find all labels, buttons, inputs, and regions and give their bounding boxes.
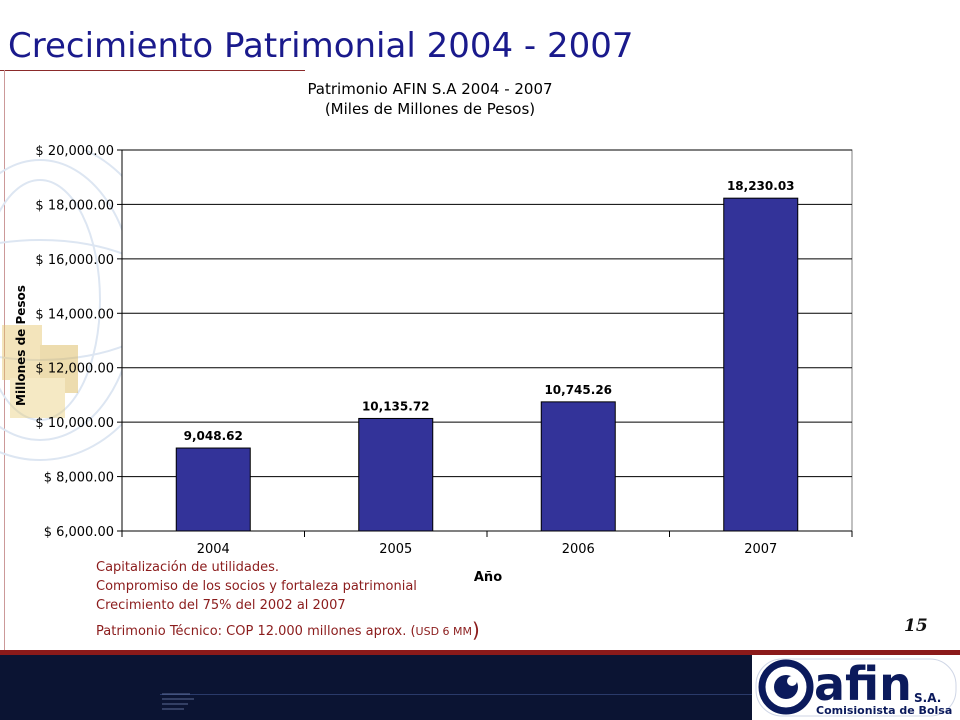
y-axis-label: Millones de Pesos (14, 285, 28, 406)
note-capitalizacion: Capitalización de utilidades. (96, 560, 279, 575)
x-tick-label-2007: 2007 (744, 542, 777, 557)
note-patrimonio-tecnico: Patrimonio Técnico: COP 12.000 millones … (96, 618, 480, 642)
note-compromiso: Compromiso de los socios y fortaleza pat… (96, 579, 417, 594)
afin-logo-tagline: Comisionista de Bolsa (816, 704, 952, 717)
bar-2005 (358, 417, 434, 532)
data-label-2007: 18,230.03 (727, 179, 795, 193)
afin-logo-suffix: S.A. (914, 691, 941, 705)
y-tick-label: $ 16,000.00 (35, 253, 114, 268)
bar-2006 (540, 401, 616, 532)
x-tick-label-2004: 2004 (197, 542, 230, 557)
bar-chart: Patrimonio AFIN S.A 2004 - 2007 (Miles de… (14, 80, 853, 585)
y-tick-label: $ 10,000.00 (35, 416, 114, 431)
footer-fine-print-decoration (162, 693, 194, 710)
note-close-paren: ) (472, 618, 480, 642)
y-tick-label: $ 6,000.00 (44, 525, 114, 540)
data-label-2005: 10,135.72 (362, 399, 430, 413)
chart-subtitle: (Miles de Millones de Pesos) (325, 100, 535, 118)
notes-block: Capitalización de utilidades. Compromiso… (96, 558, 480, 641)
x-axis-label: Año (474, 570, 502, 585)
y-tick-label: $ 20,000.00 (35, 144, 114, 159)
y-tick-label: $ 18,000.00 (35, 198, 114, 213)
footer-accent-bar (0, 650, 960, 655)
note-crecimiento: Crecimiento del 75% del 2002 al 2007 (96, 598, 346, 613)
footer-divider-line (160, 694, 960, 695)
background-globe-decoration (0, 150, 171, 461)
page-number: 15 (904, 616, 928, 636)
y-tick-label: $ 14,000.00 (35, 307, 114, 322)
x-tick-label-2006: 2006 (562, 542, 595, 557)
data-label-2004: 9,048.62 (184, 429, 243, 443)
bar-2004 (175, 447, 251, 532)
slide-title: Crecimiento Patrimonial 2004 - 2007 (8, 26, 634, 66)
bar-2007 (723, 197, 799, 532)
x-tick-label-2005: 2005 (379, 542, 412, 557)
data-label-2006: 10,745.26 (544, 383, 612, 397)
left-border-line (4, 70, 5, 650)
title-underline (0, 70, 305, 71)
y-tick-label: $ 12,000.00 (35, 362, 114, 377)
chart-title: Patrimonio AFIN S.A 2004 - 2007 (307, 80, 552, 98)
afin-logo-brand: afin (814, 657, 912, 711)
note-patrimonio-tecnico-main: Patrimonio Técnico: COP 12.000 millones … (96, 624, 416, 639)
afin-logo: afin S.A. Comisionista de Bolsa (752, 655, 960, 720)
note-usd: USD 6 MM (415, 625, 473, 638)
y-tick-label: $ 8,000.00 (44, 471, 114, 486)
